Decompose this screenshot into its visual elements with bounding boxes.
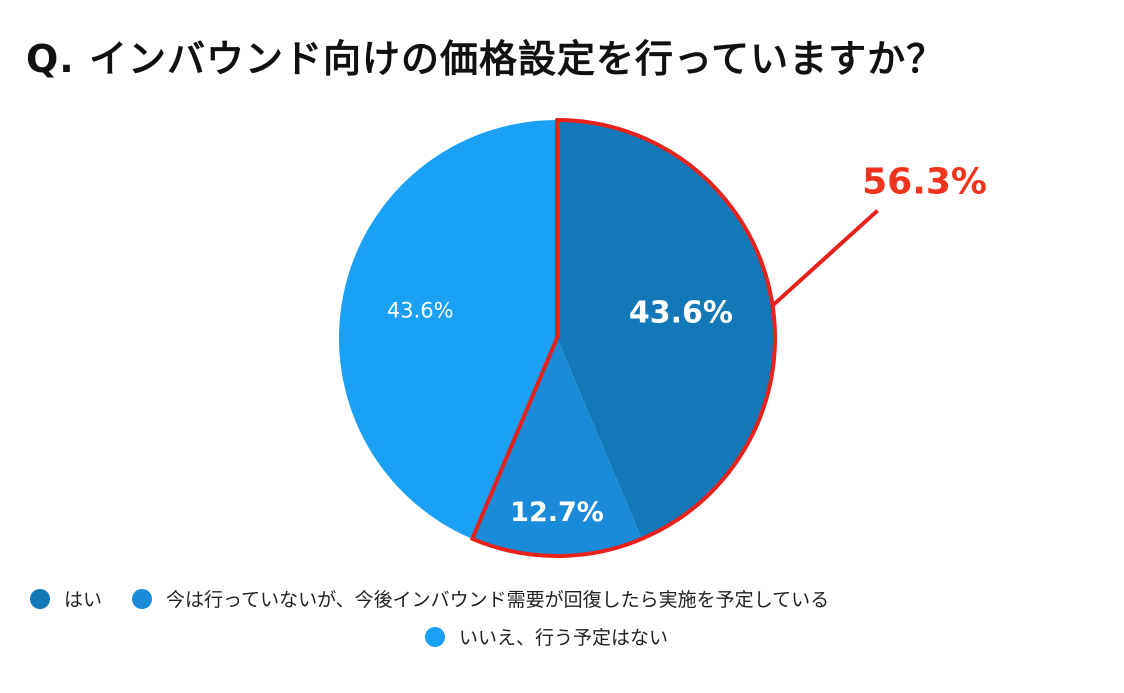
legend-label: いいえ、行う予定はない <box>459 627 669 649</box>
slice-no <box>339 120 557 539</box>
legend-item-no: いいえ、行う予定はない <box>425 623 668 650</box>
legend-row-2: いいえ、行う予定はない <box>425 623 698 650</box>
legend-item-planned: 今は行っていないが、今後インバウンド需要が回復したら実施を予定している <box>132 585 829 612</box>
legend-row-1: はい 今は行っていないが、今後インバウンド需要が回復したら実施を予定している <box>30 585 859 612</box>
legend-marker <box>30 588 50 609</box>
legend-item-yes: はい <box>30 585 102 612</box>
slice-planned <box>472 338 642 556</box>
legend-label: はい <box>64 589 103 611</box>
callout-leader-line <box>771 209 879 308</box>
legend-label: 今は行っていないが、今後インバウンド需要が回復したら実施を予定している <box>166 589 830 611</box>
legend-marker <box>132 588 153 609</box>
slice-labels: 43.6% 12.7% 43.6% <box>387 295 733 527</box>
highlight-outline <box>470 118 777 558</box>
page-title: Q. インバウンド向けの価格設定を行っていますか？ <box>26 37 946 81</box>
highlight-callout-label: 56.3% <box>862 162 987 203</box>
legend-marker <box>425 626 445 647</box>
data-label-yes: 43.6% <box>629 295 733 330</box>
highlight-group: 56.3% <box>470 118 987 558</box>
slice-yes <box>557 120 775 539</box>
data-label-planned: 12.7% <box>510 497 604 528</box>
pie-slices <box>339 120 775 556</box>
data-label-no: 43.6% <box>387 298 454 322</box>
